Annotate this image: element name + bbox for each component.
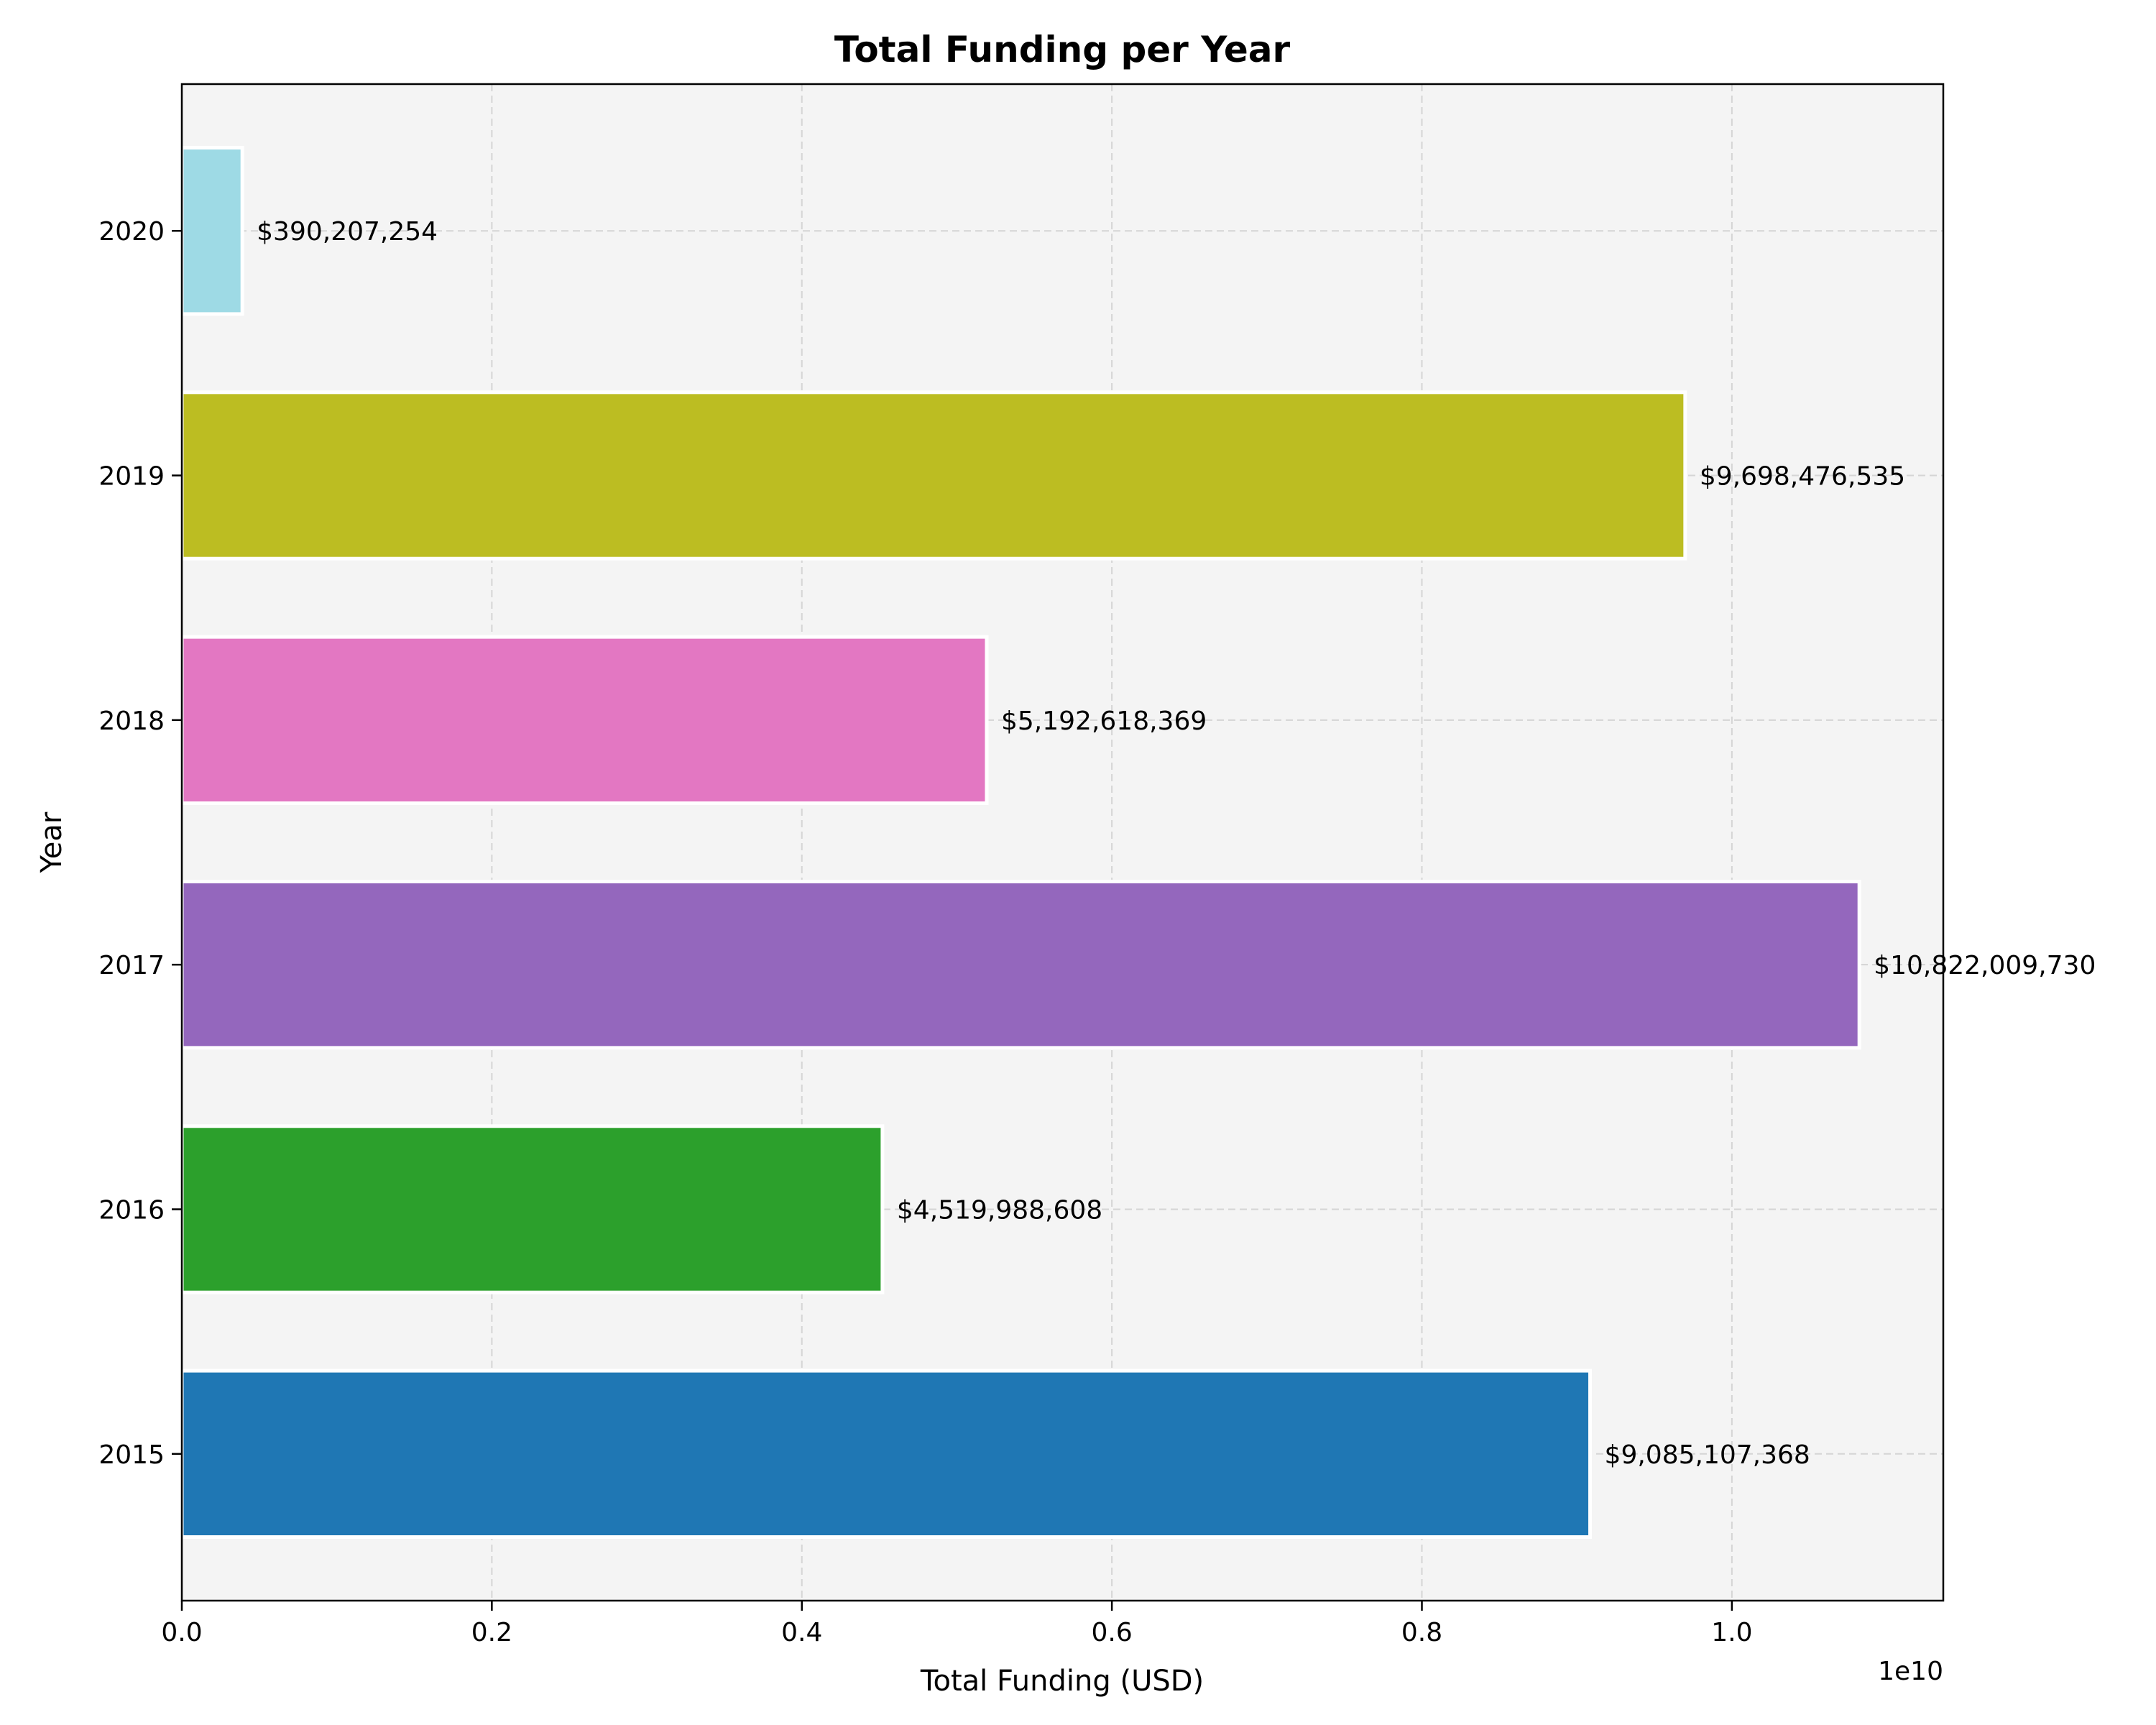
plot-area <box>182 84 1943 1601</box>
x-tick-label: 0.4 <box>781 1618 822 1647</box>
plot-frame <box>180 83 1945 1602</box>
bar-2016 <box>180 1124 885 1294</box>
bar-2017 <box>180 879 1861 1050</box>
data-labels: $9,085,107,368 $4,519,988,608 $10,822,009,… <box>257 217 2096 1470</box>
y-tick-label-2020: 2020 <box>98 217 165 247</box>
y-axis-ticks: 2015 2016 2017 2018 2019 2020 <box>98 217 182 1470</box>
y-tick-label-2017: 2017 <box>98 951 165 980</box>
x-axis-label: Total Funding (USD) <box>920 1665 1204 1698</box>
bar-2020 <box>180 145 244 316</box>
x-tick-label: 0.0 <box>161 1618 202 1647</box>
x-axis-offset-label: 1e10 <box>1878 1657 1943 1686</box>
bars <box>180 145 1861 1540</box>
y-tick-label-2018: 2018 <box>98 707 165 736</box>
data-label-2016: $4,519,988,608 <box>897 1195 1102 1225</box>
bar-2015 <box>180 1368 1593 1540</box>
bar-2018 <box>180 635 989 806</box>
data-label-2017: $10,822,009,730 <box>1874 951 2096 980</box>
x-tick-label: 0.6 <box>1091 1618 1132 1647</box>
x-tick-label: 0.8 <box>1401 1618 1442 1647</box>
x-axis-ticks: 0.0 0.2 0.4 0.6 0.8 1.0 <box>161 1601 1753 1647</box>
y-tick-label-2015: 2015 <box>98 1440 165 1470</box>
y-tick-label-2019: 2019 <box>98 462 165 492</box>
data-label-2020: $390,207,254 <box>257 217 438 247</box>
data-label-2018: $5,192,618,369 <box>1001 707 1207 736</box>
chart-title: Total Funding per Year <box>834 29 1291 70</box>
y-tick-label-2016: 2016 <box>98 1195 165 1225</box>
bar-2019 <box>180 390 1687 561</box>
y-axis-label: Year <box>35 811 68 873</box>
x-tick-label: 1.0 <box>1711 1618 1752 1647</box>
data-label-2015: $9,085,107,368 <box>1605 1440 1810 1470</box>
data-label-2019: $9,698,476,535 <box>1700 462 1905 492</box>
x-tick-label: 0.2 <box>471 1618 512 1647</box>
